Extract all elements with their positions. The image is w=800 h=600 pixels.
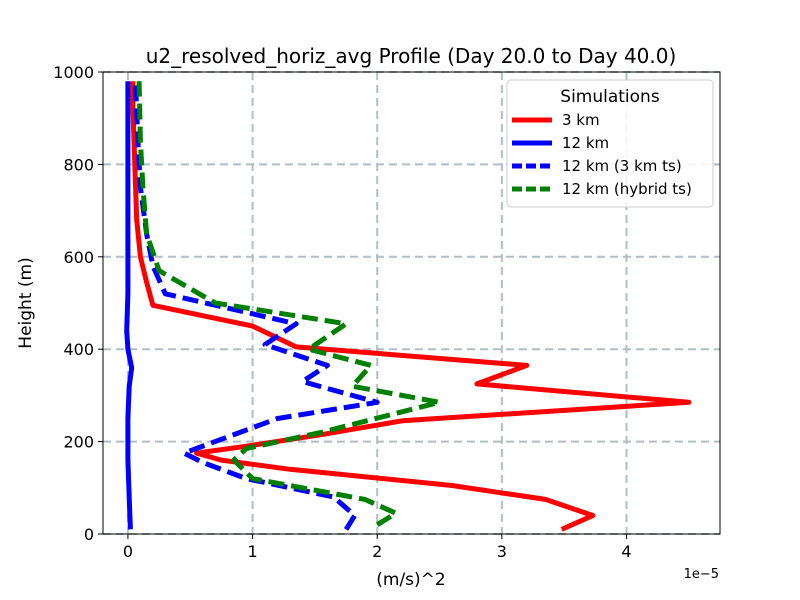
y-tick-label: 200 — [63, 433, 94, 452]
y-tick-label: 1000 — [53, 63, 94, 82]
series-line-1 — [130, 81, 692, 532]
y-tick-label: 0 — [84, 525, 94, 544]
legend-box — [506, 79, 714, 208]
x-offset-label: 1e−5 — [684, 567, 719, 582]
x-axis-label: (m/s)^2 — [376, 570, 445, 590]
legend-label: 12 km — [562, 134, 609, 152]
y-tick-label: 600 — [63, 248, 94, 267]
x-tick-label: 4 — [621, 542, 631, 561]
legend-title: Simulations — [560, 87, 660, 107]
series-line-4 — [136, 81, 442, 527]
y-axis-label: Height (m) — [16, 257, 36, 348]
legend: Simulations 3 km 12 km 12 km (3 km ts) 12 k… — [506, 79, 714, 208]
y-tick-label: 800 — [63, 155, 94, 174]
x-tick-label: 0 — [123, 542, 133, 561]
legend-items: 3 km 12 km 12 km (3 km ts) 12 km (hybrid ts… — [512, 111, 692, 198]
legend-label: 12 km (3 km ts) — [562, 157, 682, 175]
chart-title: u2_resolved_horiz_avg Profile (Day 20.0 … — [146, 44, 677, 68]
x-tick-label: 3 — [497, 542, 507, 561]
x-tick-label: 1 — [247, 542, 257, 561]
series-lines — [124, 81, 692, 532]
ticks: 0 1 2 3 4 0 200 400 600 800 1000 — [53, 63, 631, 561]
plot-frame — [102, 71, 721, 535]
series-line-2 — [124, 81, 135, 530]
x-tick-label: 2 — [372, 542, 382, 561]
legend-label: 12 km (hybrid ts) — [562, 180, 692, 198]
y-tick-label: 400 — [63, 340, 94, 359]
series-line-3 — [132, 81, 380, 531]
legend-label: 3 km — [562, 111, 600, 129]
